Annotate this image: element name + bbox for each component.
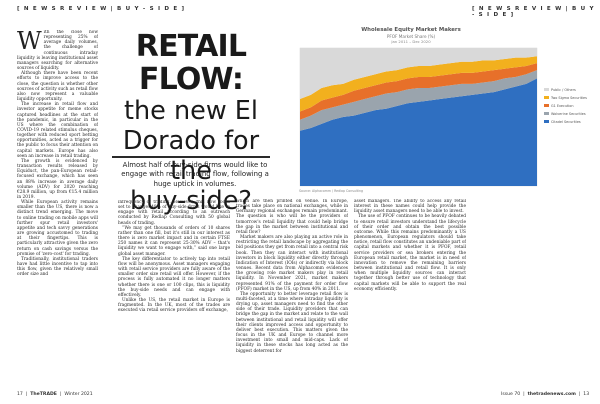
- paragraph: ith the close now representing 25% of av…: [17, 30, 98, 72]
- paragraph: Although there have been recent efforts …: [17, 71, 98, 103]
- legend-label: Two Sigma Securities: [550, 96, 587, 100]
- headline-line-4: buy-side?: [130, 186, 252, 216]
- page-number-left: 17: [17, 392, 23, 397]
- section-tag-left: [ N E W S R E V I E W | B U Y - S I D E …: [17, 6, 186, 12]
- legend-label: Public / Others: [551, 88, 576, 92]
- paragraph: The use of PFOF continues to be heavily …: [354, 214, 466, 292]
- article-column-4: asset managers. The ability to access an…: [354, 199, 466, 384]
- paragraph: infrequency of trading. However, this no…: [118, 200, 230, 226]
- paragraph: While European activity remains smaller …: [17, 200, 98, 257]
- footer-left: 17 | TheTRADE | Winter 2021: [17, 392, 93, 397]
- headline-main: RETAIL FLOW:: [135, 29, 247, 97]
- series-area-g1-execution: [300, 63, 537, 120]
- headline-line-2: the new El: [124, 96, 258, 126]
- chart-title: Wholesale Equity Market Makers: [361, 27, 461, 33]
- legend-swatch: [544, 88, 549, 91]
- paragraph: “We may get thousands of orders of 10 sh…: [118, 225, 230, 257]
- drop-cap: W: [17, 30, 42, 55]
- paragraph: The growth is evidenced by transaction r…: [17, 158, 98, 200]
- legend-label: G1 Execution: [551, 104, 574, 108]
- paragraph: asset managers. The ability to access an…: [354, 199, 466, 215]
- series-area-public-others: [300, 48, 537, 100]
- website: thetradenews.com: [527, 392, 576, 397]
- page-number-right: 13: [583, 392, 590, 397]
- paragraph: The key differentiator to actively tap i…: [118, 256, 230, 298]
- series-area-wolverine-securities: [300, 70, 537, 131]
- chart-period: Jan 2011 – Dec 2020: [391, 39, 431, 44]
- paragraph: The opportunity to better leverage retai…: [236, 291, 348, 354]
- footer-right: Issue 70 | thetradenews.com | 13: [501, 392, 590, 397]
- standfirst: Almost half of buy-side firms would like…: [121, 161, 269, 188]
- section-tag-right: [ N E W S R E V I E W | B U Y - S I D E …: [472, 6, 595, 18]
- article-column-2: infrequency of trading. However, this no…: [118, 200, 230, 384]
- market-share-chart: Public / Others Two Sigma Securities G1 Ex…: [282, 18, 594, 196]
- article-column-1: W ith the close now representing 25% of …: [17, 30, 98, 384]
- series-area-two-sigma-securities: [300, 56, 537, 112]
- legend-swatch: [544, 112, 549, 115]
- issue-number: Issue 70: [501, 392, 521, 397]
- legend-label: Wolverine Securities: [551, 112, 586, 116]
- series-area-citadel-securities: [300, 78, 537, 186]
- paragraph: Market makers are also playing an active…: [236, 235, 348, 292]
- chart-subtitle: PFOF Market Share (%): [386, 34, 436, 39]
- paragraph: The increase in retail flow and investor…: [17, 102, 98, 159]
- chart-source: Source: Alphacomm / Redlap Consulting: [299, 189, 363, 193]
- magazine-name: TheTRADE: [30, 392, 57, 397]
- legend-swatch: [544, 120, 549, 123]
- paragraph: Traditionally, institutional traders hav…: [17, 256, 98, 278]
- headline-line-3: Dorado for the: [122, 126, 260, 186]
- headline: RETAIL FLOW: the new El Dorado for the b…: [106, 30, 276, 216]
- headline-divider: [112, 156, 270, 158]
- headline-subline: the new El Dorado for the buy-side?: [106, 96, 276, 216]
- article-column-3: which are then printed on venue. In Euro…: [236, 199, 348, 384]
- legend-label: Citadel Securities: [551, 120, 581, 124]
- issue-date: Winter 2021: [64, 392, 93, 397]
- legend-swatch: [544, 104, 549, 107]
- paragraph: which are then printed on venue. In Euro…: [236, 199, 348, 235]
- chart-canvas: Public / Others Two Sigma Securities G1 Ex…: [299, 47, 587, 187]
- legend-swatch: [544, 96, 549, 99]
- paragraph: Unlike the US, the retail market in Euro…: [118, 297, 230, 314]
